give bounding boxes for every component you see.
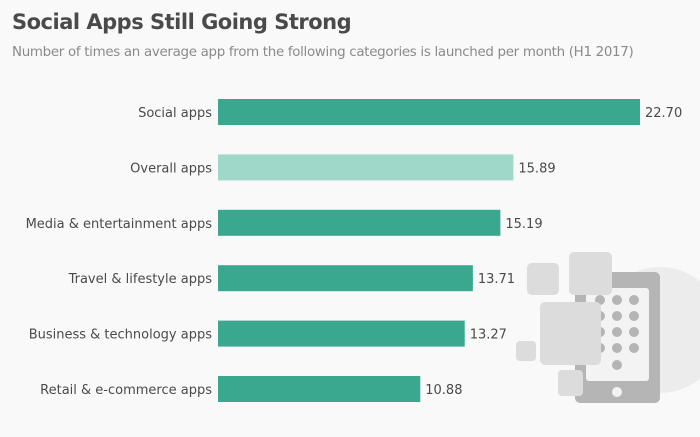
category-label: Social apps — [138, 106, 212, 121]
value-label: 15.19 — [505, 217, 542, 232]
chart-title: Social Apps Still Going Strong — [12, 10, 352, 34]
category-label: Business & technology apps — [29, 328, 213, 343]
bar — [218, 209, 501, 236]
category-label: Overall apps — [130, 161, 212, 176]
category-label: Retail & e-commerce apps — [40, 383, 212, 398]
category-label: Travel & lifestyle apps — [68, 272, 213, 287]
bar — [218, 265, 473, 292]
value-label: 13.71 — [478, 272, 515, 287]
bar — [218, 320, 465, 347]
value-label: 22.70 — [645, 106, 682, 121]
chart-subtitle: Number of times an average app from the … — [12, 45, 634, 60]
value-label: 10.88 — [425, 383, 462, 398]
value-label: 15.89 — [518, 161, 555, 176]
value-label: 13.27 — [470, 328, 507, 343]
category-label: Media & entertainment apps — [26, 217, 213, 232]
bar — [218, 154, 514, 181]
bar — [218, 99, 640, 125]
bar — [218, 376, 421, 402]
